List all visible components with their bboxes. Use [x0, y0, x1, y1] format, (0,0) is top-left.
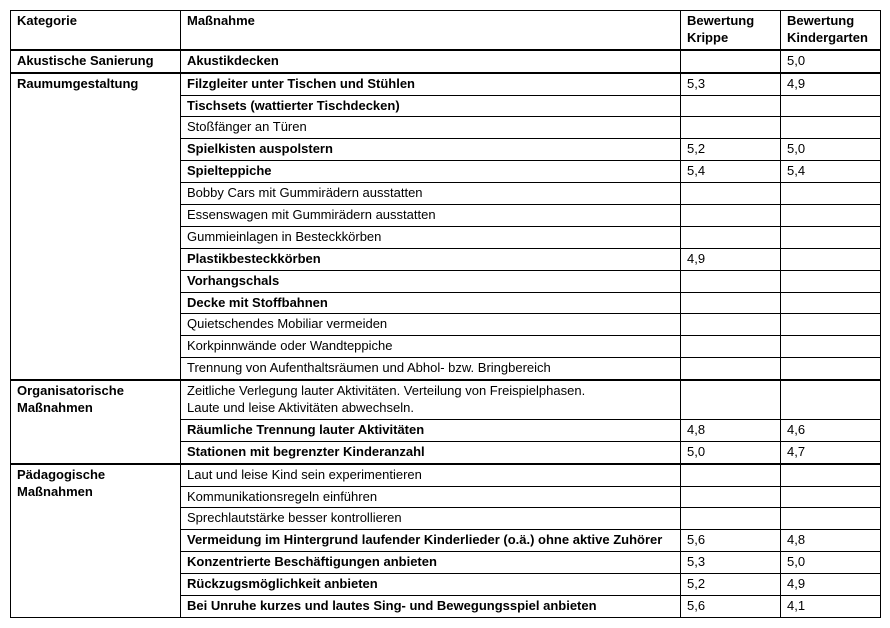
- krippe-cell: 5,4: [681, 161, 781, 183]
- col-measure: Maßnahme: [181, 11, 681, 50]
- measure-cell: Rückzugsmöglichkeit anbieten: [181, 574, 681, 596]
- kindergarten-cell: [781, 117, 881, 139]
- category-cell: Raumumgestaltung: [11, 73, 181, 380]
- krippe-cell: 4,9: [681, 248, 781, 270]
- krippe-cell: [681, 205, 781, 227]
- krippe-cell: [681, 486, 781, 508]
- measure-cell: Essenswagen mit Gummirädern ausstatten: [181, 205, 681, 227]
- kindergarten-cell: [781, 183, 881, 205]
- measure-cell: Decke mit Stoffbahnen: [181, 292, 681, 314]
- kindergarten-cell: [781, 508, 881, 530]
- measure-cell: Gummieinlagen in Besteckkörben: [181, 226, 681, 248]
- table-row: Pädagogische MaßnahmenLaut und leise Kin…: [11, 464, 881, 486]
- krippe-cell: 5,2: [681, 139, 781, 161]
- col-category: Kategorie: [11, 11, 181, 50]
- kindergarten-cell: [781, 205, 881, 227]
- measure-cell: Vermeidung im Hintergrund laufender Kind…: [181, 530, 681, 552]
- kindergarten-cell: [781, 270, 881, 292]
- krippe-cell: [681, 380, 781, 419]
- measure-cell: Zeitliche Verlegung lauter Aktivitäten. …: [181, 380, 681, 419]
- category-cell: Akustische Sanierung: [11, 50, 181, 73]
- kindergarten-cell: 5,4: [781, 161, 881, 183]
- krippe-cell: [681, 270, 781, 292]
- kindergarten-cell: 4,6: [781, 419, 881, 441]
- krippe-cell: 5,6: [681, 530, 781, 552]
- krippe-cell: 5,3: [681, 73, 781, 95]
- measure-cell: Akustikdecken: [181, 50, 681, 73]
- krippe-cell: [681, 183, 781, 205]
- krippe-cell: [681, 336, 781, 358]
- kindergarten-cell: [781, 486, 881, 508]
- krippe-cell: 5,0: [681, 441, 781, 463]
- kindergarten-cell: [781, 464, 881, 486]
- kindergarten-cell: [781, 336, 881, 358]
- krippe-cell: [681, 464, 781, 486]
- kindergarten-cell: [781, 380, 881, 419]
- measure-cell: Bobby Cars mit Gummirädern ausstatten: [181, 183, 681, 205]
- table-row: RaumumgestaltungFilzgleiter unter Tische…: [11, 73, 881, 95]
- measure-cell: Kommunikationsregeln einführen: [181, 486, 681, 508]
- kindergarten-cell: 5,0: [781, 139, 881, 161]
- kindergarten-cell: 4,7: [781, 441, 881, 463]
- col-krippe: Bewertung Krippe: [681, 11, 781, 50]
- measure-cell: Quietschendes Mobiliar vermeiden: [181, 314, 681, 336]
- krippe-cell: 4,8: [681, 419, 781, 441]
- kindergarten-cell: [781, 226, 881, 248]
- measure-cell: Spielteppiche: [181, 161, 681, 183]
- krippe-cell: [681, 508, 781, 530]
- krippe-cell: [681, 292, 781, 314]
- header-row: Kategorie Maßnahme Bewertung Krippe Bewe…: [11, 11, 881, 50]
- measure-cell: Korkpinnwände oder Wandteppiche: [181, 336, 681, 358]
- kindergarten-cell: [781, 292, 881, 314]
- measure-cell: Sprechlautstärke besser kontrollieren: [181, 508, 681, 530]
- table-row: Akustische SanierungAkustikdecken 5,0: [11, 50, 881, 73]
- krippe-cell: [681, 95, 781, 117]
- table-row: Organisatorische MaßnahmenZeitliche Verl…: [11, 380, 881, 419]
- krippe-cell: [681, 358, 781, 380]
- kindergarten-cell: 4,1: [781, 596, 881, 618]
- krippe-cell: [681, 226, 781, 248]
- measure-cell: Laut und leise Kind sein experimentieren: [181, 464, 681, 486]
- measure-cell: Spielkisten auspolstern: [181, 139, 681, 161]
- kindergarten-cell: [781, 314, 881, 336]
- krippe-cell: 5,2: [681, 574, 781, 596]
- measure-cell: Vorhangschals: [181, 270, 681, 292]
- krippe-cell: [681, 50, 781, 73]
- measure-cell: Konzentrierte Beschäftigungen anbieten: [181, 552, 681, 574]
- krippe-cell: 5,6: [681, 596, 781, 618]
- kindergarten-cell: [781, 358, 881, 380]
- kindergarten-cell: 5,0: [781, 552, 881, 574]
- krippe-cell: [681, 314, 781, 336]
- kindergarten-cell: [781, 95, 881, 117]
- col-kindergarten: Bewertung Kindergarten: [781, 11, 881, 50]
- category-cell: Pädagogische Maßnahmen: [11, 464, 181, 618]
- kindergarten-cell: 4,8: [781, 530, 881, 552]
- kindergarten-cell: [781, 248, 881, 270]
- kindergarten-cell: 4,9: [781, 574, 881, 596]
- measure-cell: Filzgleiter unter Tischen und Stühlen: [181, 73, 681, 95]
- measure-cell: Plastikbesteckkörben: [181, 248, 681, 270]
- kindergarten-cell: 5,0: [781, 50, 881, 73]
- table-body: Akustische SanierungAkustikdecken5,0Raum…: [11, 50, 881, 618]
- category-cell: Organisatorische Maßnahmen: [11, 380, 181, 464]
- kindergarten-cell: 4,9: [781, 73, 881, 95]
- measure-cell: Stationen mit begrenzter Kinderanzahl: [181, 441, 681, 463]
- measure-cell: Stoßfänger an Türen: [181, 117, 681, 139]
- measure-cell: Trennung von Aufenthaltsräumen und Abhol…: [181, 358, 681, 380]
- measure-cell: Tischsets (wattierter Tischdecken): [181, 95, 681, 117]
- krippe-cell: [681, 117, 781, 139]
- krippe-cell: 5,3: [681, 552, 781, 574]
- measure-cell: Räumliche Trennung lauter Aktivitäten: [181, 419, 681, 441]
- measure-cell: Bei Unruhe kurzes und lautes Sing- und B…: [181, 596, 681, 618]
- measures-table: Kategorie Maßnahme Bewertung Krippe Bewe…: [10, 10, 881, 618]
